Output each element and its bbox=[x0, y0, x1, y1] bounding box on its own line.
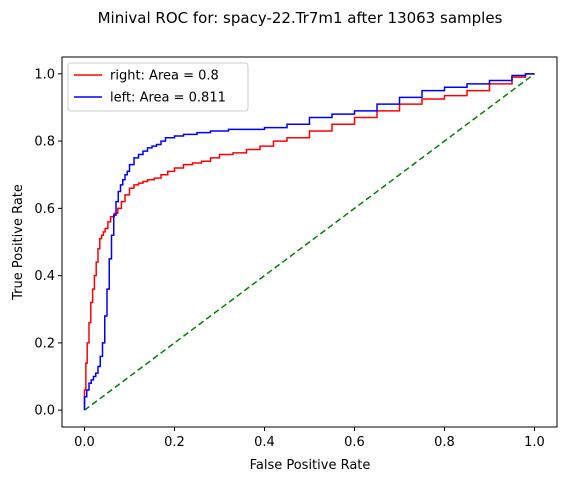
legend-label-0: right: Area = 0.8 bbox=[110, 69, 219, 84]
x-tick-label: 0.8 bbox=[434, 435, 455, 450]
series-line-1 bbox=[83, 73, 535, 411]
series-line-2 bbox=[84, 73, 535, 411]
x-tick-label: 1.0 bbox=[524, 435, 545, 450]
y-tick-label: 1.0 bbox=[34, 67, 55, 82]
legend-box bbox=[67, 62, 249, 112]
y-tick-label: 0.4 bbox=[34, 269, 55, 284]
axis-ticks: 0.0 0.2 0.4 0.6 0.8 1.0 0.0 0.2 0.4 0.6 0.8 1.0 bbox=[34, 67, 545, 450]
series-line-0 bbox=[83, 73, 535, 411]
x-tick-label: 0.2 bbox=[164, 435, 185, 450]
y-axis-title: True Positive Rate bbox=[11, 184, 26, 301]
y-tick-label: 0.6 bbox=[34, 202, 55, 217]
plot-area bbox=[83, 73, 535, 411]
y-tick-label: 0.0 bbox=[34, 404, 55, 419]
x-axis-title: False Positive Rate bbox=[250, 458, 371, 473]
x-tick-label: 0.4 bbox=[254, 435, 275, 450]
chart-title: Minival ROC for: spacy-22.Tr7m1 after 13… bbox=[98, 9, 503, 27]
legend: right: Area = 0.8 left: Area = 0.811 bbox=[67, 62, 249, 112]
legend-label-1: left: Area = 0.811 bbox=[110, 91, 226, 106]
plot-frame bbox=[61, 56, 558, 428]
x-tick-label: 0.0 bbox=[74, 435, 95, 450]
y-tick-label: 0.2 bbox=[34, 336, 55, 351]
y-tick-label: 0.8 bbox=[34, 135, 55, 150]
x-tick-label: 0.6 bbox=[344, 435, 365, 450]
